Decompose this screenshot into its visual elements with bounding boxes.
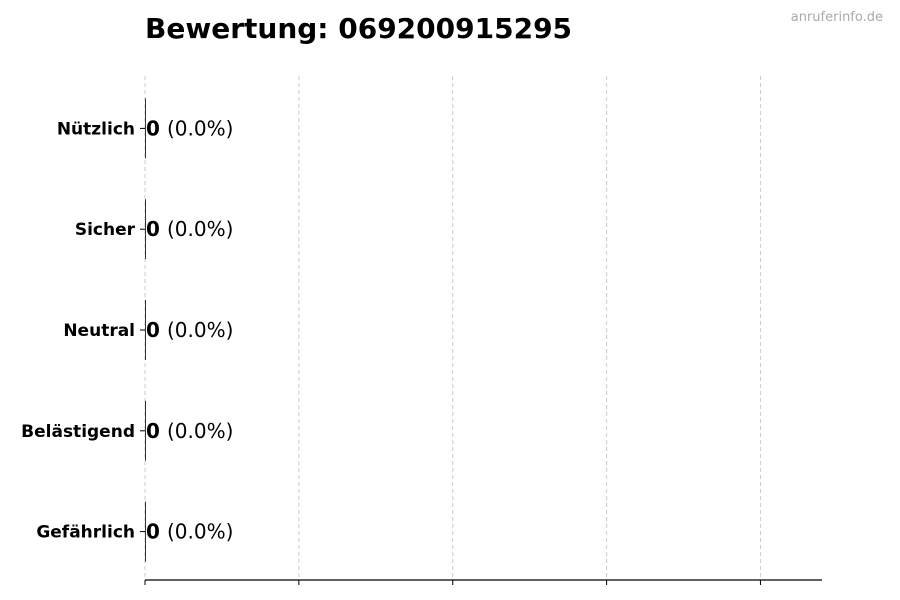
- percent-label: (0.0%): [167, 318, 233, 342]
- percent-label: (0.0%): [167, 520, 233, 544]
- value-label: 0: [146, 217, 160, 241]
- chart-title: Bewertung: 069200915295: [145, 12, 573, 45]
- watermark: anruferinfo.de: [790, 10, 883, 25]
- value-label: 0: [146, 116, 160, 140]
- value-label: 0: [146, 520, 160, 544]
- bar: [145, 400, 146, 461]
- percent-label: (0.0%): [167, 217, 233, 241]
- bar: [145, 300, 146, 360]
- value-label: 0: [146, 318, 160, 342]
- percent-label: (0.0%): [167, 116, 233, 140]
- bar: [145, 501, 146, 562]
- value-label: 0: [146, 419, 160, 443]
- category-label: Neutral: [63, 321, 135, 341]
- category-label: Sicher: [75, 220, 136, 240]
- category-label: Belästigend: [21, 422, 135, 442]
- bar: [145, 98, 146, 159]
- category-label: Gefährlich: [36, 523, 135, 543]
- percent-label: (0.0%): [167, 419, 233, 443]
- bar: [145, 199, 146, 260]
- category-label: Nützlich: [57, 119, 135, 139]
